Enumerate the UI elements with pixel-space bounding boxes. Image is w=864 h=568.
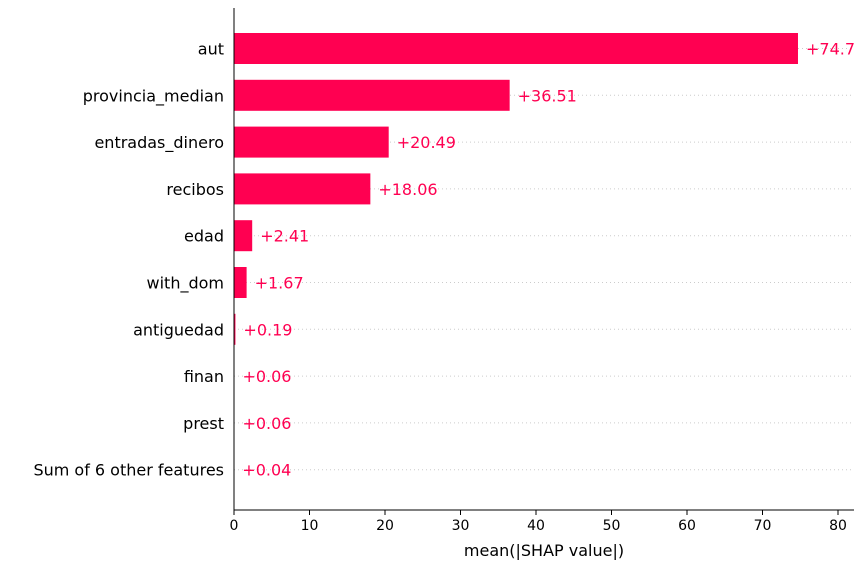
category-label: aut — [198, 40, 224, 59]
bar — [234, 126, 389, 158]
x-tick-label: 20 — [376, 518, 394, 534]
bar-value-label: +0.06 — [242, 414, 291, 433]
bar-value-label: +0.06 — [242, 367, 291, 386]
bar-value-label: +1.67 — [255, 274, 304, 293]
category-label: antiguedad — [133, 320, 224, 339]
category-label: recibos — [166, 180, 224, 199]
bar — [234, 220, 253, 252]
x-tick-label: 0 — [230, 518, 239, 534]
x-tick-label: 10 — [301, 518, 319, 534]
bar-value-label: +74.7 — [806, 40, 855, 59]
bar — [234, 173, 371, 205]
value-labels: +74.7 +36.51 +20.49 +18.06 +2.41 +1.67 +0.19 +0… — [242, 40, 855, 480]
bar — [234, 33, 798, 64]
x-tick-label: 80 — [829, 518, 847, 534]
bar-value-label: +20.49 — [397, 133, 456, 152]
x-axis-title: mean(|SHAP value|) — [464, 541, 624, 560]
category-label: finan — [184, 367, 224, 386]
bar-value-label: +0.04 — [242, 461, 291, 480]
bar-value-label: +0.19 — [243, 320, 292, 339]
bar-value-label: +18.06 — [378, 180, 437, 199]
category-label: provincia_median — [83, 86, 224, 106]
x-tick-label: 60 — [678, 518, 696, 534]
bar-value-label: +36.51 — [518, 86, 577, 105]
bar-value-label: +2.41 — [260, 227, 309, 246]
bar — [234, 79, 510, 111]
category-label: with_dom — [147, 274, 224, 294]
category-label: prest — [183, 414, 224, 433]
gridlines — [234, 48, 854, 471]
x-tick-label: 40 — [527, 518, 545, 534]
x-tick-label: 30 — [452, 518, 470, 534]
category-label: entradas_dinero — [94, 133, 224, 153]
category-labels: aut provincia_median entradas_dinerorecibo… — [33, 40, 224, 480]
x-tick-label: 70 — [754, 518, 772, 534]
bar — [234, 313, 236, 345]
bar — [234, 267, 247, 298]
category-label: edad — [184, 227, 224, 246]
x-tick-label: 50 — [603, 518, 621, 534]
bars — [234, 33, 798, 486]
category-label: Sum of 6 other features — [33, 461, 224, 480]
x-ticks: 0 10 20 30 40 50 60 70 80 — [230, 510, 847, 534]
